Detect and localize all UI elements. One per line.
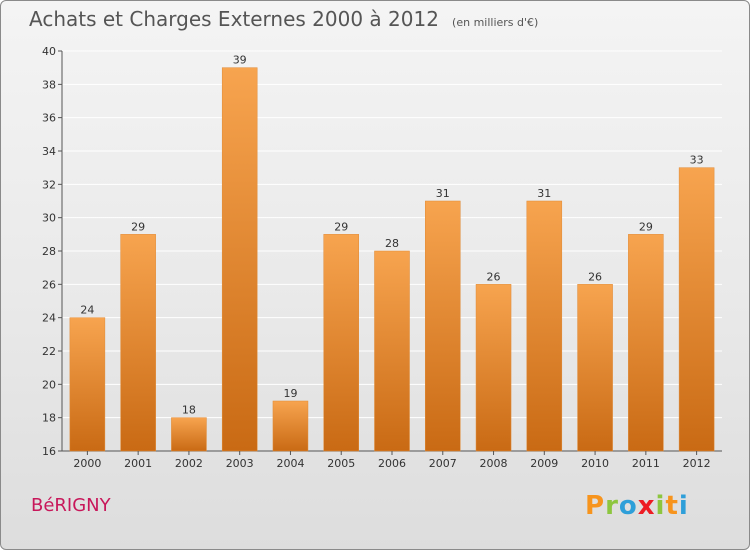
x-tick-label: 2010: [581, 457, 609, 470]
y-tick-label: 38: [42, 78, 56, 91]
logo-letter: P: [585, 491, 606, 521]
bar-value-label: 31: [436, 187, 450, 200]
x-tick-label: 2003: [226, 457, 254, 470]
bar-value-label: 26: [487, 270, 501, 283]
x-tick-label: 2006: [378, 457, 406, 470]
y-tick-label: 32: [42, 178, 56, 191]
bar: [69, 317, 106, 452]
y-tick-label: 16: [42, 445, 56, 458]
bar: [678, 167, 715, 452]
y-tick-label: 30: [42, 212, 56, 225]
chart-subtitle: (en milliers d'€): [452, 16, 539, 29]
bar: [171, 417, 207, 452]
bar: [577, 284, 613, 452]
logo-letter: x: [637, 491, 656, 521]
y-tick-label: 26: [42, 278, 56, 291]
bar: [221, 67, 258, 452]
bar-value-label: 33: [690, 154, 704, 167]
y-tick-label: 34: [42, 145, 56, 158]
bar: [526, 200, 563, 452]
y-tick-label: 36: [42, 112, 56, 125]
title-row: Achats et Charges Externes 2000 à 2012 (…: [29, 7, 538, 31]
x-tick-label: 2008: [480, 457, 508, 470]
bar-value-label: 29: [639, 220, 653, 233]
logo-letter: i: [655, 491, 666, 521]
bar-value-label: 31: [537, 187, 551, 200]
logo-letter: r: [605, 491, 619, 521]
logo-letter: i: [678, 491, 689, 521]
bar-value-label: 29: [131, 220, 145, 233]
y-tick-label: 40: [42, 45, 56, 58]
bar: [374, 250, 410, 452]
bar: [425, 200, 461, 452]
bar: [120, 234, 156, 452]
logo-letter: t: [665, 491, 679, 521]
logo-letter: o: [618, 491, 638, 521]
x-tick-label: 2007: [429, 457, 457, 470]
y-tick-label: 28: [42, 245, 56, 258]
bar-value-label: 28: [385, 237, 399, 250]
bar-value-label: 24: [80, 304, 94, 317]
x-tick-label: 2005: [327, 457, 355, 470]
x-tick-label: 2000: [73, 457, 101, 470]
commune-name: BéRIGNY: [31, 495, 111, 516]
bar: [272, 400, 309, 452]
x-tick-label: 2002: [175, 457, 203, 470]
x-tick-label: 2011: [632, 457, 660, 470]
proxiti-logo: Proxiti: [585, 491, 689, 521]
bar-value-label: 19: [283, 387, 297, 400]
bar: [475, 284, 512, 452]
x-tick-label: 2004: [276, 457, 304, 470]
x-tick-label: 2012: [683, 457, 711, 470]
bar: [628, 234, 664, 452]
y-tick-label: 22: [42, 345, 56, 358]
chart-title: Achats et Charges Externes 2000 à 2012: [29, 7, 439, 31]
x-tick-label: 2009: [530, 457, 558, 470]
bar-value-label: 39: [233, 54, 247, 67]
x-tick-label: 2001: [124, 457, 152, 470]
bar-value-label: 26: [588, 270, 602, 283]
y-tick-label: 18: [42, 412, 56, 425]
y-tick-label: 24: [42, 312, 56, 325]
bar-value-label: 29: [334, 220, 348, 233]
bar-value-label: 18: [182, 404, 196, 417]
bar: [323, 234, 359, 452]
y-tick-label: 20: [42, 378, 56, 391]
